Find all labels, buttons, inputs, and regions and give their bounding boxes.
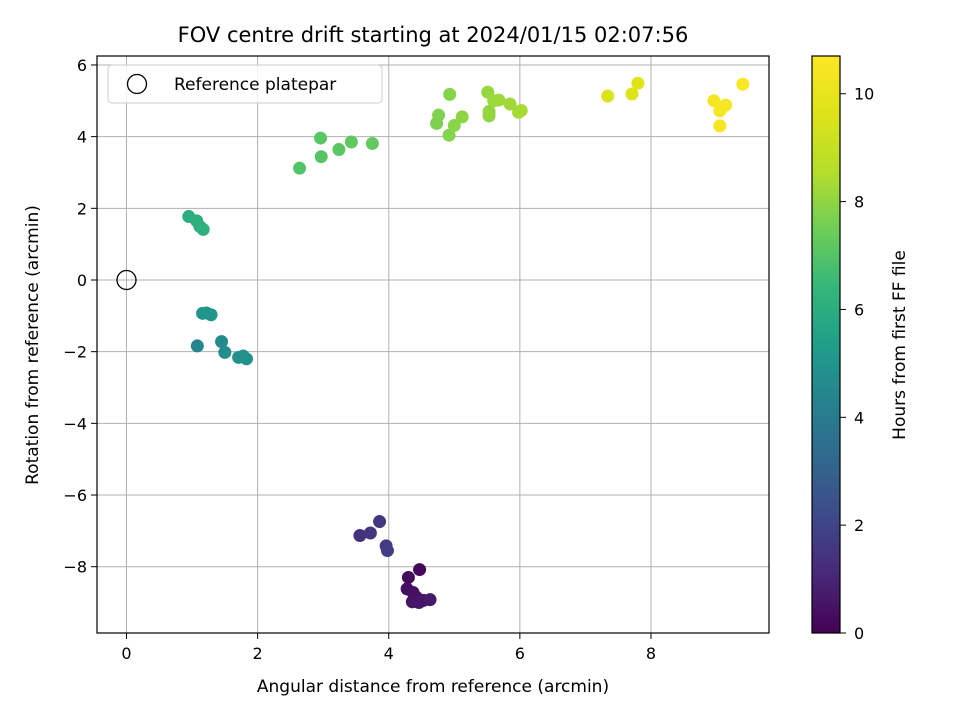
chart-title: FOV centre drift starting at 2024/01/15 … — [178, 23, 689, 47]
scatter-point — [344, 135, 358, 149]
scatter-point — [514, 103, 528, 117]
y-tick-label: −6 — [63, 486, 87, 505]
scatter-point — [215, 335, 229, 349]
scatter-point — [503, 97, 517, 111]
scatter-point — [314, 131, 328, 145]
scatter-point — [447, 119, 461, 133]
colorbar-ticks: 0 2 4 6 8 10 — [840, 85, 874, 643]
scatter-point — [707, 94, 721, 108]
y-tick-label: 4 — [77, 128, 87, 147]
scatter-point — [492, 93, 506, 107]
colorbar-tick-label: 4 — [854, 408, 864, 427]
scatter-point — [713, 119, 727, 133]
y-tick-label: 0 — [77, 271, 87, 290]
reference-platepar-marker — [116, 269, 137, 291]
y-axis-label: Rotation from reference (arcmin) — [23, 205, 43, 485]
scatter-point — [239, 352, 253, 366]
scatter-point — [204, 308, 218, 322]
scatter-point — [423, 593, 437, 607]
scatter-point — [196, 222, 210, 236]
reference-marker-group — [116, 269, 137, 291]
x-axis-label: Angular distance from reference (arcmin) — [257, 677, 609, 697]
scatter-point — [353, 529, 367, 543]
colorbar-tick-label: 10 — [854, 85, 874, 104]
y-tick-label: −8 — [63, 558, 87, 577]
x-tick-label: 0 — [121, 644, 131, 663]
colorbar-label: Hours from first FF file — [890, 250, 910, 440]
x-tick-label: 2 — [253, 644, 263, 663]
scatter-point — [442, 128, 456, 142]
scatter-point — [455, 110, 469, 124]
colorbar-tick-label: 6 — [854, 300, 864, 319]
scatter-point — [719, 98, 733, 112]
scatter-point — [365, 136, 379, 150]
scatter-point — [218, 345, 232, 359]
legend: Reference platepar — [107, 64, 383, 104]
x-tick-label: 4 — [384, 644, 394, 663]
y-tick-label: 6 — [77, 56, 87, 75]
scatter-point — [190, 339, 204, 353]
scatter-point — [736, 77, 750, 91]
y-tick-label: 2 — [77, 199, 87, 218]
scatter-point — [373, 515, 387, 529]
scatter-point — [293, 161, 307, 175]
x-tick-label: 6 — [515, 644, 525, 663]
x-axis-ticks: 0 2 4 6 8 — [121, 633, 656, 663]
scatter-point — [413, 563, 427, 577]
colorbar-tick-label: 0 — [854, 624, 864, 643]
colorbar — [811, 55, 841, 634]
scatter-point — [380, 544, 394, 558]
plot-frame — [96, 55, 770, 634]
scatter-point — [625, 87, 639, 101]
scatter-point — [314, 150, 328, 164]
scatter-point — [332, 143, 346, 157]
y-axis-ticks: −8 −6 −4 −2 0 2 4 6 — [63, 56, 97, 577]
scatter-point — [432, 108, 446, 122]
x-tick-label: 8 — [646, 644, 656, 663]
scatter-point — [631, 76, 645, 90]
grid — [97, 56, 769, 633]
colorbar-tick-label: 8 — [854, 193, 864, 212]
y-tick-label: −4 — [63, 414, 87, 433]
scatter-point — [443, 87, 457, 101]
y-tick-label: −2 — [63, 343, 87, 362]
legend-box — [107, 64, 383, 104]
scatter-points — [182, 76, 750, 610]
scatter-point — [601, 89, 615, 103]
colorbar-tick-label: 2 — [854, 516, 864, 535]
scatter-point — [482, 105, 496, 119]
scatter-point — [401, 570, 415, 584]
legend-marker-open-circle — [126, 73, 148, 95]
legend-entry-label: Reference platepar — [174, 75, 336, 95]
scatter-point — [363, 526, 377, 540]
